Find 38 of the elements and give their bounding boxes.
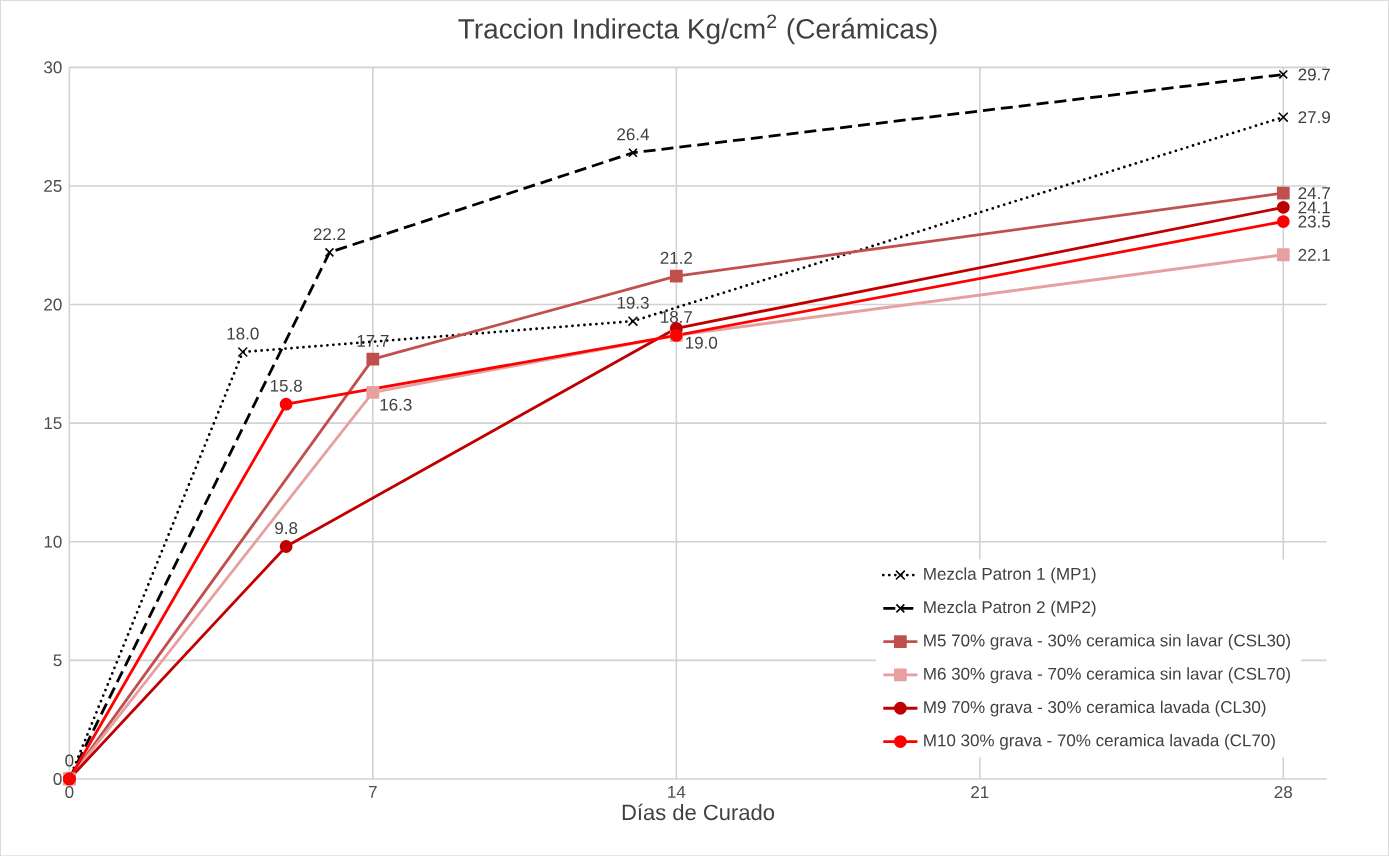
- data-label: 19.0: [686, 336, 718, 349]
- data-label: 24.7: [1298, 187, 1330, 199]
- y-tick-label: 30: [44, 61, 62, 74]
- data-label: 9.8: [275, 521, 298, 534]
- data-label: 21.2: [660, 251, 692, 264]
- data-label: 29.7: [1298, 68, 1330, 81]
- data-label: 18.7: [661, 310, 692, 323]
- legend-label: M10 30% grava - 70% ceramica lavada (CL70): [924, 733, 1275, 750]
- legend-label: M5 70% grava - 30% ceramica sin lavar (CSL30): [924, 633, 1290, 650]
- y-tick-label: 0: [53, 772, 62, 785]
- data-label: 15.8: [270, 379, 302, 392]
- data-label: 19.3: [617, 296, 649, 309]
- legend-label: M9 70% grava - 30% ceramica lavada (CL30): [924, 700, 1266, 717]
- x-tick-label: 21: [971, 785, 989, 798]
- legend-label: Mezcla Patron 2 (MP2): [924, 600, 1096, 617]
- data-label: 27.9: [1298, 111, 1330, 124]
- x-tick-label: 28: [1274, 785, 1293, 798]
- x-tick-label: 14: [668, 785, 686, 798]
- y-tick-label: 15: [44, 417, 62, 429]
- data-label: 18.0: [227, 327, 259, 340]
- y-tick-label: 10: [44, 535, 62, 548]
- y-tick-label: 5: [53, 654, 62, 667]
- data-label: 0: [65, 754, 74, 767]
- data-label: 17.7: [357, 334, 389, 347]
- data-label: 24.1: [1298, 201, 1330, 214]
- data-label: 26.4: [617, 128, 650, 141]
- y-tick-label: 20: [44, 298, 62, 311]
- x-tick-label: 0: [65, 785, 74, 798]
- y-tick-label: 25: [44, 179, 62, 192]
- x-tick-label: 7: [369, 785, 377, 798]
- data-label: 16.3: [380, 398, 412, 411]
- data-label: 23.5: [1298, 215, 1331, 228]
- data-label: 22.1: [1298, 248, 1330, 261]
- data-label: 22.2: [313, 227, 346, 240]
- x-axis-title: Días de Curado: [622, 803, 775, 821]
- legend-label: Mezcla Patron 1 (MP1): [924, 567, 1096, 584]
- legend-label: M6 30% grava - 70% ceramica sin lavar (CSL70): [924, 667, 1290, 683]
- chart-title: Traccion Indirecta Kg/cm$^{2}$ (Cerámicas): [458, 14, 937, 45]
